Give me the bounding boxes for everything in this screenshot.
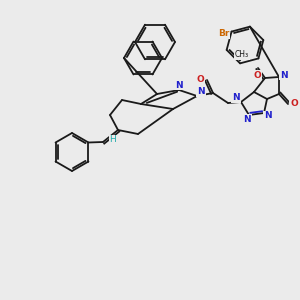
Text: N: N (280, 70, 288, 80)
Text: N: N (232, 94, 240, 103)
Text: Br: Br (218, 29, 229, 38)
Text: N: N (243, 115, 251, 124)
Text: O: O (196, 74, 204, 83)
Text: N: N (264, 112, 272, 121)
Text: CH₃: CH₃ (235, 50, 249, 59)
Text: N: N (197, 88, 205, 97)
Text: H: H (110, 136, 116, 145)
Text: O: O (290, 100, 298, 109)
Text: O: O (253, 70, 261, 80)
Text: N: N (175, 80, 183, 89)
